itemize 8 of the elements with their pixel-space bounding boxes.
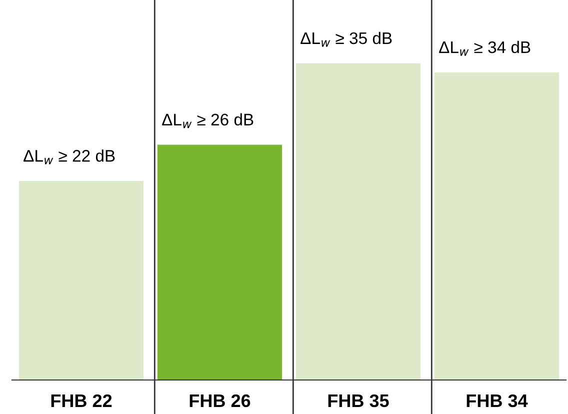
x-tick-label: FHB 35: [328, 394, 389, 408]
x-tick-label: FHB 34: [466, 394, 528, 408]
x-tick-label: FHB 26: [190, 394, 250, 408]
x-tick-label: FHB 22: [51, 394, 112, 407]
data-label: ΔL$_{w}$ ≥ 35 dB: [300, 32, 392, 47]
data-label: ΔL$_{w}$ ≥ 34 dB: [439, 40, 530, 56]
data-label: ΔL$_{w}$ ≥ 22 dB: [24, 149, 115, 164]
data-label: ΔL$_{w}$ ≥ 26 dB: [162, 113, 254, 128]
